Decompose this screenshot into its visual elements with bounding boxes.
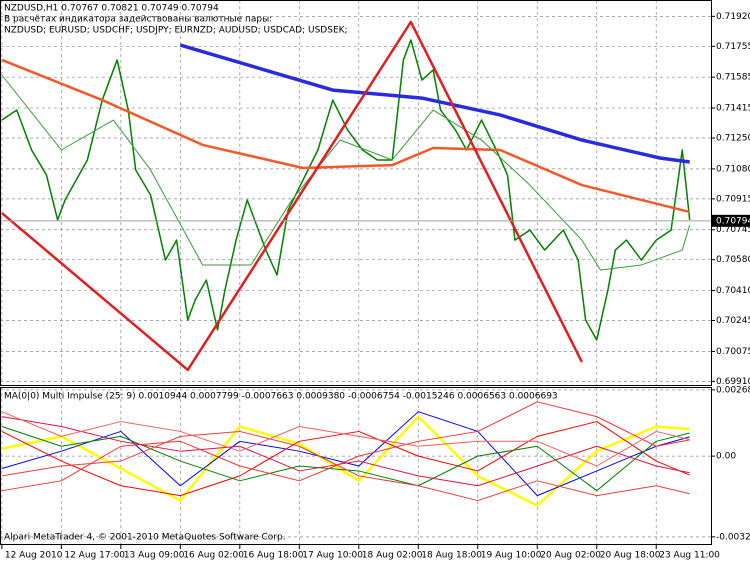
- series-line: [1, 430, 690, 502]
- footer: Alpari MetaTrader 4, © 2001-2010 MetaQuo…: [4, 533, 286, 543]
- x-tick-label: 23 Aug 11:00: [659, 551, 720, 561]
- x-tick-label: 20 Aug 18:00: [600, 551, 661, 561]
- x-tick-label: 20 Aug 02:00: [540, 551, 601, 561]
- y-tick-label: 0.71415: [716, 104, 750, 114]
- y-tick-label: 0.00: [716, 452, 736, 462]
- y-tick-label: 0.70075: [716, 347, 750, 357]
- series-line: [1, 415, 690, 507]
- series-line: [1, 39, 691, 341]
- y-tick-label: 0.70580: [716, 255, 750, 265]
- series-line: [1, 411, 690, 497]
- series-line: [1, 401, 690, 492]
- y-tick-label: 0.69910: [716, 377, 750, 387]
- y-tick-label: 0.70410: [716, 286, 750, 296]
- series-line: [1, 74, 691, 271]
- x-tick-label: 17 Aug 10:00: [302, 551, 363, 561]
- subtitle: В расчётах индикатора задействованы валю…: [4, 15, 272, 25]
- y-tick-label: 0.70745: [716, 225, 750, 235]
- x-tick-label: 16 Aug 18:00: [243, 551, 304, 561]
- series-line: [179, 43, 690, 164]
- indicator-frame: [0, 387, 712, 545]
- x-tick-label: 13 Aug 09:00: [124, 551, 185, 561]
- y-tick-label: 0.71585: [716, 73, 750, 83]
- series-line: [1, 416, 690, 487]
- indicator-title: MA(0|0) Multi Impulse (25: 9) 0.0010944 …: [4, 392, 558, 402]
- current-price-box: [712, 214, 750, 227]
- y-tick-label: 0.002685: [716, 385, 750, 395]
- x-tick-label: 18 Aug 02:00: [362, 551, 423, 561]
- x-tick-label: 19 Aug 10:00: [481, 551, 542, 561]
- current-price-label: 0.70794: [716, 216, 750, 226]
- y-tick-label: -0.00327: [716, 532, 750, 542]
- y-tick-label: 0.71080: [716, 164, 750, 174]
- series-line: [1, 20, 583, 372]
- series-line: [1, 421, 690, 497]
- x-tick-label: 12 Aug 17:00: [64, 551, 125, 561]
- y-tick-label: 0.71755: [716, 42, 750, 52]
- plot: 0.70794: [0, 20, 750, 507]
- x-tick-label: 18 Aug 18:00: [421, 551, 482, 561]
- x-tick-label: 16 Aug 02:00: [183, 551, 244, 561]
- main-frame: [0, 0, 712, 386]
- series-line: [1, 58, 690, 214]
- pairs: NZDUSD; EURUSD; USDCHF; USDJPY; EURNZD; …: [4, 26, 348, 36]
- series-line: [1, 411, 690, 467]
- y-tick-label: 0.71920: [716, 12, 750, 22]
- y-tick-label: 0.70245: [716, 316, 750, 326]
- y-tick-label: 0.70915: [716, 194, 750, 204]
- series-line: [1, 426, 690, 492]
- chart-title: NZDUSD,H1 0.70767 0.70821 0.70749 0.7079…: [4, 4, 219, 14]
- y-tick-label: 0.71250: [716, 134, 750, 144]
- x-tick-label: 12 Aug 2010: [5, 551, 63, 561]
